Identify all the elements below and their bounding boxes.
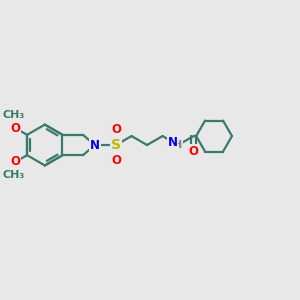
Text: O: O [111, 123, 121, 136]
Text: O: O [111, 154, 121, 167]
Text: H: H [173, 140, 183, 150]
Text: N: N [90, 139, 100, 152]
Text: N: N [168, 136, 178, 148]
Text: S: S [111, 138, 121, 152]
Text: CH₃: CH₃ [3, 110, 25, 120]
Text: O: O [10, 122, 20, 135]
Text: O: O [10, 155, 20, 169]
Text: O: O [189, 145, 199, 158]
Text: CH₃: CH₃ [3, 170, 25, 180]
